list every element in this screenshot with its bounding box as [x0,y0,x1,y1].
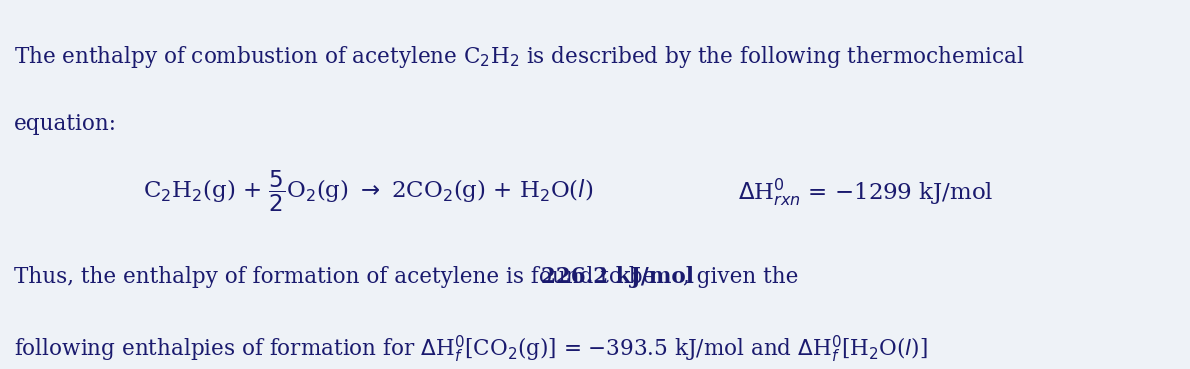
Text: 226.2 kJ/mol: 226.2 kJ/mol [541,266,694,288]
Text: C$_2$H$_2$(g) + $\dfrac{5}{2}$O$_2$(g) $\rightarrow$ 2CO$_2$(g) + H$_2$O($l$): C$_2$H$_2$(g) + $\dfrac{5}{2}$O$_2$(g) $… [143,169,593,214]
Text: following enthalpies of formation for $\Delta$H$^0_f$[CO$_2$(g)] = $-$393.5 kJ/m: following enthalpies of formation for $\… [14,334,928,365]
Text: Thus, the enthalpy of formation of acetylene is found to be: Thus, the enthalpy of formation of acety… [14,266,663,288]
Text: , given the: , given the [683,266,798,288]
Text: The enthalpy of combustion of acetylene C$_2$H$_2$ is described by the following: The enthalpy of combustion of acetylene … [14,44,1025,70]
Text: equation:: equation: [14,113,118,135]
Text: $\Delta$H$^0_{rxn}$ = $-$1299 kJ/mol: $\Delta$H$^0_{rxn}$ = $-$1299 kJ/mol [738,176,994,208]
